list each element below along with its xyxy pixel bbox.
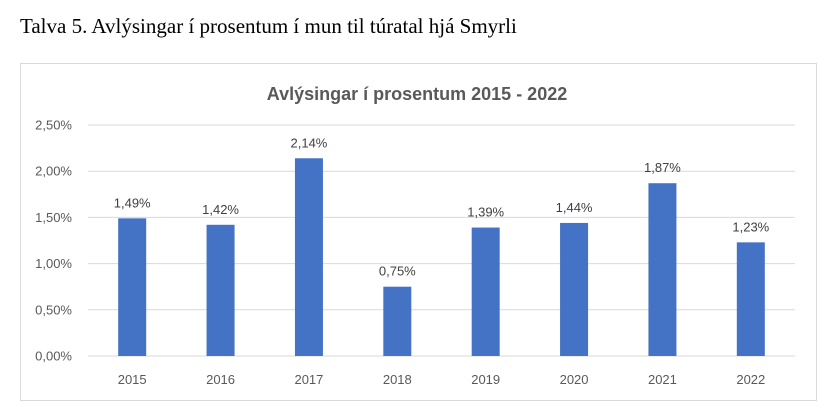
y-tick-label: 1,50% [35,210,72,225]
y-tick-label: 1,00% [35,256,72,271]
data-label: 1,44% [556,200,593,215]
y-axis-tick-labels: 0,00% 0,50% 1,00% 1,50% 2,00% 2,50% [35,118,72,364]
bar-2022 [736,242,765,356]
x-tick-label: 2021 [648,372,677,387]
bar-2020 [560,222,589,356]
x-axis-tick-labels: 2015 2016 2017 2018 2019 2020 2021 2022 [118,372,766,387]
x-tick-label: 2020 [560,372,589,387]
x-tick-label: 2016 [206,372,235,387]
data-label: 1,87% [644,160,681,175]
data-label: 1,39% [467,205,504,220]
x-tick-label: 2019 [471,372,500,387]
bar-2018 [383,286,412,356]
bar-2017 [294,158,323,356]
x-tick-label: 2015 [118,372,147,387]
bar-2016 [206,224,235,356]
data-label: 1,42% [202,202,239,217]
data-label: 1,23% [732,219,769,234]
x-tick-label: 2022 [736,372,765,387]
y-tick-label: 0,00% [35,349,72,364]
data-label: 2,14% [291,135,328,150]
x-tick-label: 2017 [294,372,323,387]
bar-2015 [118,218,147,356]
gridlines [88,124,795,357]
bars [118,158,765,356]
chart-frame [20,63,817,401]
y-tick-label: 2,50% [35,118,72,133]
table-caption: Talva 5. Avlýsingar í prosentum í mun ti… [20,14,517,38]
bar-2019 [471,227,500,356]
data-labels: 1,49% 1,42% 2,14% 0,75% 1,39% 1,44% 1,87% 1,23% [114,135,770,278]
data-label: 1,49% [114,195,151,210]
chart-title: Avlýsingar í prosentum 2015 - 2022 [267,84,567,104]
y-tick-label: 2,00% [35,164,72,179]
bar-2021 [648,183,677,356]
data-label: 0,75% [379,264,416,279]
y-tick-label: 0,50% [35,302,72,317]
x-tick-label: 2018 [383,372,412,387]
